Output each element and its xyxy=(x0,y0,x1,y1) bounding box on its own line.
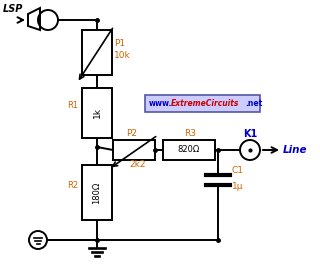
Text: 10k: 10k xyxy=(114,51,131,60)
Text: 1k: 1k xyxy=(92,107,101,118)
Text: Line: Line xyxy=(283,145,308,155)
Text: 2k2: 2k2 xyxy=(129,160,146,169)
Text: P2: P2 xyxy=(126,129,137,138)
Bar xyxy=(113,140,155,160)
Polygon shape xyxy=(28,8,40,30)
Bar xyxy=(82,165,112,220)
Text: R2: R2 xyxy=(67,181,78,190)
Text: P1: P1 xyxy=(114,39,125,49)
Text: R3: R3 xyxy=(184,129,196,138)
Text: R1: R1 xyxy=(67,101,78,110)
Bar xyxy=(82,88,112,138)
Text: www.: www. xyxy=(149,99,172,108)
Text: ExtremeCircuits: ExtremeCircuits xyxy=(171,99,239,108)
Text: LSP: LSP xyxy=(3,4,23,14)
Text: 820Ω: 820Ω xyxy=(178,145,200,155)
Text: .net: .net xyxy=(245,99,262,108)
Text: C1: C1 xyxy=(232,166,244,175)
Text: 180Ω: 180Ω xyxy=(92,181,101,204)
Bar xyxy=(145,95,260,112)
Text: K1: K1 xyxy=(243,129,257,139)
Bar xyxy=(163,140,215,160)
Text: 1μ: 1μ xyxy=(232,182,244,191)
Bar xyxy=(82,30,112,75)
